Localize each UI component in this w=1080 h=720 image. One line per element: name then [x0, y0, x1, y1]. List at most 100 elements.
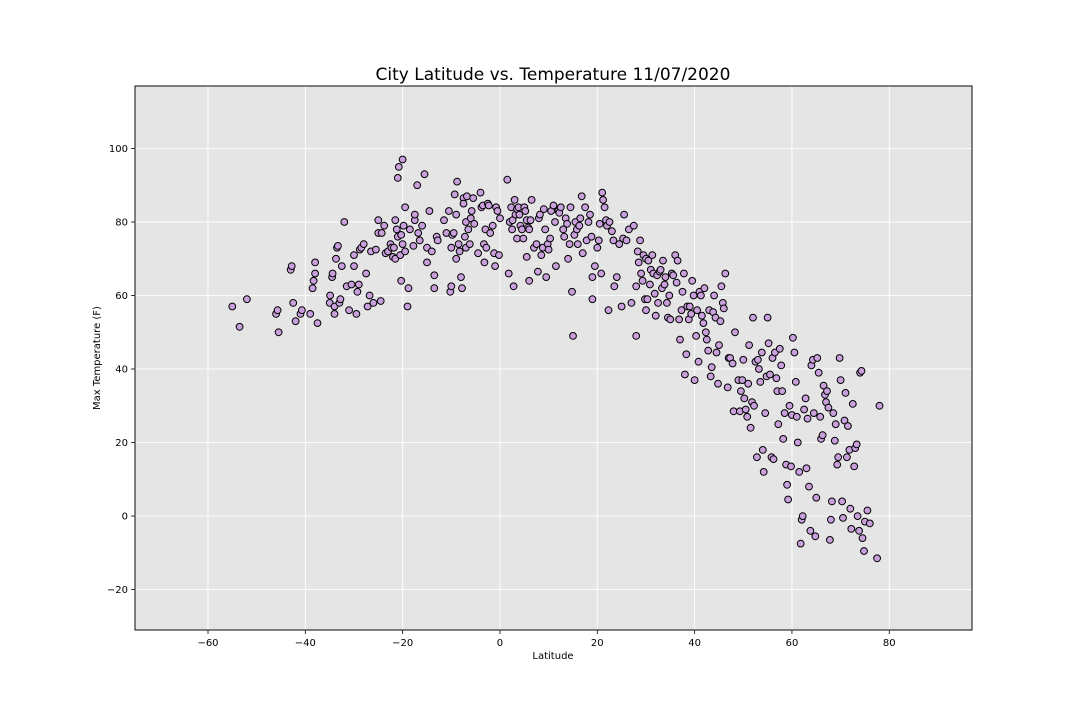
data-point [828, 497, 836, 506]
data-point [551, 218, 559, 226]
data-point [850, 462, 859, 471]
data-point [440, 216, 448, 225]
data-point [588, 273, 597, 282]
data-point [527, 196, 536, 204]
data-point [659, 256, 667, 265]
axis-ticks: −60 −40 −20 0 20 40 60 80 −20 0 20 40 60 80 100 [107, 144, 896, 649]
data-point [743, 412, 752, 421]
data-point [445, 207, 453, 215]
data-point [813, 354, 822, 362]
data-point [559, 225, 568, 234]
data-point [714, 379, 722, 388]
data-point [340, 218, 349, 226]
data-point [857, 367, 866, 375]
x-axis-label: Latitude [532, 651, 573, 662]
data-point [568, 287, 576, 296]
data-point [737, 387, 745, 396]
data-point [372, 245, 380, 254]
data-point [496, 214, 504, 223]
data-point [792, 412, 801, 421]
data-point [769, 455, 778, 464]
x-tick-label: −40 [295, 638, 316, 649]
data-point [787, 462, 795, 471]
data-point [755, 365, 763, 373]
data-point [656, 265, 665, 274]
data-point [414, 229, 423, 237]
data-point [518, 225, 526, 234]
data-point [741, 405, 750, 414]
chart-title: City Latitude vs. Temperature 11/07/2020 [376, 65, 731, 85]
data-point [588, 295, 597, 304]
data-point [534, 267, 542, 276]
data-point [750, 401, 758, 410]
data-point [476, 188, 485, 197]
y-tick-label: 100 [109, 144, 128, 155]
data-point [450, 190, 459, 199]
x-tick-label: −20 [392, 638, 413, 649]
data-point [398, 240, 407, 249]
data-point [413, 181, 422, 190]
data-point [311, 258, 320, 267]
data-point [627, 299, 636, 307]
data-point [544, 245, 553, 254]
data-point [746, 423, 755, 432]
data-point [542, 273, 551, 282]
data-point [663, 299, 671, 307]
data-point [745, 341, 753, 350]
data-point [466, 214, 475, 223]
data-point [565, 240, 574, 249]
data-point [643, 295, 652, 304]
data-point [480, 258, 489, 267]
data-point [860, 547, 868, 555]
data-point [648, 251, 657, 260]
data-point [449, 229, 458, 237]
data-points [228, 155, 884, 563]
data-point [678, 287, 687, 296]
data-point [687, 310, 696, 318]
data-point [352, 310, 361, 318]
data-point [578, 249, 587, 258]
data-point [690, 376, 699, 385]
data-point [586, 210, 594, 219]
data-point [814, 368, 823, 377]
data-point [427, 247, 436, 256]
y-tick-label: 20 [115, 438, 128, 449]
data-point [513, 234, 521, 243]
data-point [556, 203, 565, 212]
data-point [537, 251, 546, 260]
data-point [464, 225, 473, 234]
data-point [873, 554, 881, 563]
data-point [595, 219, 604, 228]
data-point [838, 497, 846, 506]
data-point [701, 328, 710, 337]
data-point [749, 313, 757, 322]
data-point [672, 278, 681, 287]
data-point [525, 225, 534, 234]
data-point [646, 280, 654, 289]
data-point [716, 317, 725, 326]
data-point [852, 440, 861, 449]
data-point [455, 247, 464, 256]
data-point [549, 201, 558, 210]
data-point [306, 310, 315, 318]
data-point [632, 332, 641, 340]
data-point [345, 306, 354, 315]
data-point [757, 348, 766, 357]
data-point [829, 409, 838, 418]
data-point [777, 361, 786, 370]
data-point [560, 232, 569, 241]
data-point [401, 203, 410, 212]
data-point [654, 299, 662, 307]
data-point [332, 254, 340, 263]
data-point [629, 221, 638, 230]
data-point [812, 493, 821, 502]
data-point [409, 242, 418, 250]
data-point [397, 231, 406, 239]
y-tick-label: 60 [115, 291, 128, 302]
data-point [488, 221, 497, 230]
data-point [802, 464, 811, 473]
data-point [682, 350, 691, 359]
data-point [689, 291, 698, 300]
data-point [309, 276, 318, 285]
data-point [699, 319, 708, 328]
